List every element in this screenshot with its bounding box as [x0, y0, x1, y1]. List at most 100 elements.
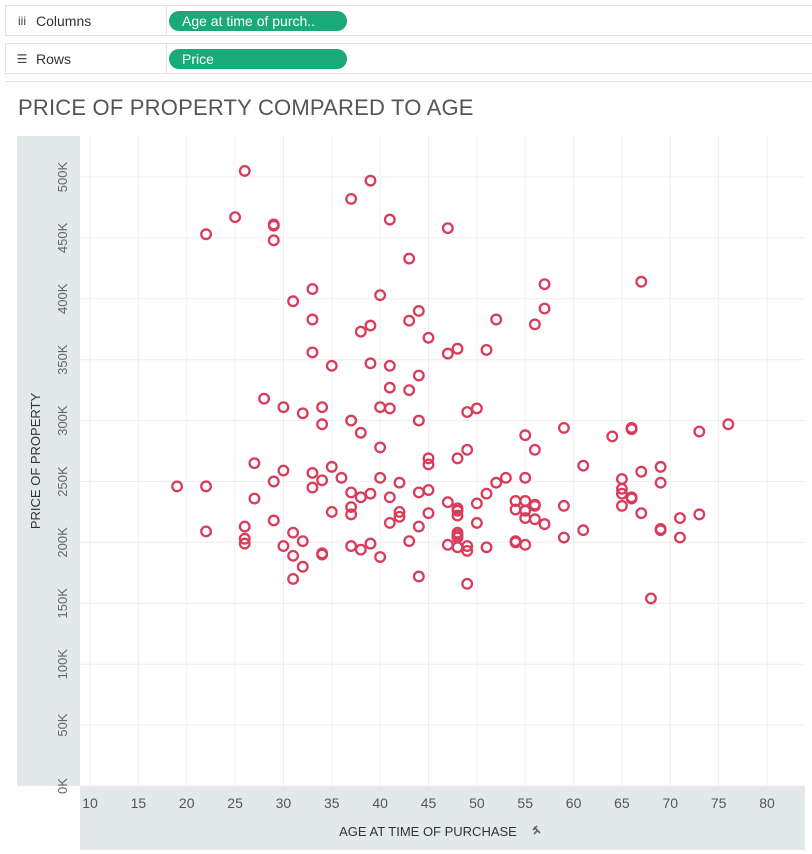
data-point[interactable] — [451, 452, 464, 465]
data-point[interactable] — [277, 401, 290, 414]
data-point[interactable] — [325, 359, 338, 372]
data-point[interactable] — [287, 526, 300, 539]
data-point[interactable] — [490, 313, 503, 326]
data-point[interactable] — [441, 222, 454, 235]
data-point[interactable] — [393, 476, 406, 489]
data-point[interactable] — [674, 531, 686, 544]
data-point[interactable] — [306, 283, 319, 296]
data-point[interactable] — [364, 357, 377, 370]
data-point[interactable] — [200, 525, 213, 538]
data-point[interactable] — [364, 319, 377, 332]
data-point[interactable] — [577, 459, 590, 472]
data-point[interactable] — [277, 540, 290, 553]
data-point[interactable] — [171, 480, 183, 493]
data-point[interactable] — [354, 491, 367, 504]
data-point[interactable] — [374, 289, 387, 302]
data-point[interactable] — [306, 346, 319, 359]
data-point[interactable] — [267, 475, 280, 488]
data-point[interactable] — [403, 252, 416, 265]
data-point[interactable] — [364, 174, 377, 187]
data-point[interactable] — [422, 452, 435, 465]
data-point[interactable] — [422, 458, 435, 471]
data-point[interactable] — [412, 414, 425, 427]
data-point[interactable] — [635, 465, 648, 478]
data-point[interactable] — [238, 164, 251, 177]
data-point[interactable] — [480, 541, 493, 554]
data-point[interactable] — [364, 537, 377, 550]
data-point[interactable] — [441, 538, 454, 551]
data-point[interactable] — [606, 430, 619, 443]
data-point[interactable] — [470, 497, 483, 510]
x-axis-band[interactable] — [80, 786, 805, 850]
data-point[interactable] — [383, 402, 396, 415]
data-point[interactable] — [577, 524, 590, 537]
data-point[interactable] — [538, 518, 551, 531]
data-point[interactable] — [374, 471, 387, 484]
pin-icon[interactable] — [532, 825, 541, 835]
data-point[interactable] — [345, 508, 358, 521]
data-point[interactable] — [528, 513, 541, 526]
data-point[interactable] — [325, 506, 338, 518]
data-point[interactable] — [316, 474, 329, 487]
data-point[interactable] — [287, 295, 300, 308]
data-point[interactable] — [722, 418, 735, 431]
data-point[interactable] — [412, 369, 425, 382]
data-points[interactable] — [171, 164, 735, 605]
data-point[interactable] — [383, 213, 396, 226]
data-point[interactable] — [519, 429, 532, 442]
data-point[interactable] — [451, 541, 464, 554]
data-point[interactable] — [200, 480, 213, 493]
data-point[interactable] — [383, 359, 396, 372]
data-point[interactable] — [693, 508, 706, 521]
data-point[interactable] — [412, 305, 425, 317]
columns-pill-age[interactable]: Age at time of purch.. — [169, 11, 347, 31]
data-point[interactable] — [422, 507, 435, 520]
data-point[interactable] — [316, 418, 329, 431]
data-point[interactable] — [325, 460, 338, 473]
data-point[interactable] — [345, 486, 358, 499]
data-point[interactable] — [674, 512, 686, 524]
data-point[interactable] — [316, 548, 329, 561]
rows-pill-price[interactable]: Price — [169, 49, 347, 69]
data-point[interactable] — [306, 313, 319, 326]
data-point[interactable] — [451, 342, 464, 355]
data-point[interactable] — [451, 509, 464, 522]
data-point[interactable] — [480, 487, 493, 500]
data-point[interactable] — [238, 537, 251, 550]
data-point[interactable] — [267, 234, 280, 247]
data-point[interactable] — [248, 457, 261, 470]
data-point[interactable] — [615, 482, 628, 495]
data-point[interactable] — [441, 347, 454, 360]
data-point[interactable] — [364, 487, 377, 500]
data-point[interactable] — [345, 501, 358, 514]
data-point[interactable] — [625, 492, 638, 505]
data-point[interactable] — [229, 211, 242, 224]
data-point[interactable] — [461, 443, 474, 456]
data-point[interactable] — [403, 535, 416, 548]
data-point[interactable] — [654, 476, 667, 489]
data-point[interactable] — [538, 278, 551, 291]
data-point[interactable] — [412, 570, 425, 583]
data-point[interactable] — [461, 577, 474, 590]
data-point[interactable] — [306, 481, 319, 494]
data-point[interactable] — [296, 407, 309, 420]
data-point[interactable] — [557, 421, 570, 434]
data-point[interactable] — [267, 219, 280, 232]
data-point[interactable] — [296, 535, 309, 548]
data-point[interactable] — [403, 384, 416, 397]
data-point[interactable] — [383, 381, 396, 394]
data-point[interactable] — [393, 510, 406, 523]
data-point[interactable] — [393, 506, 406, 518]
data-point[interactable] — [528, 499, 541, 512]
data-point[interactable] — [296, 560, 309, 573]
data-point[interactable] — [557, 531, 570, 544]
data-point[interactable] — [316, 401, 329, 414]
data-point[interactable] — [354, 325, 367, 338]
data-point[interactable] — [383, 516, 396, 529]
data-point[interactable] — [345, 414, 358, 427]
data-point[interactable] — [422, 331, 435, 344]
data-point[interactable] — [470, 516, 483, 529]
data-point[interactable] — [480, 344, 493, 356]
data-point[interactable] — [345, 192, 358, 205]
data-point[interactable] — [519, 471, 532, 484]
